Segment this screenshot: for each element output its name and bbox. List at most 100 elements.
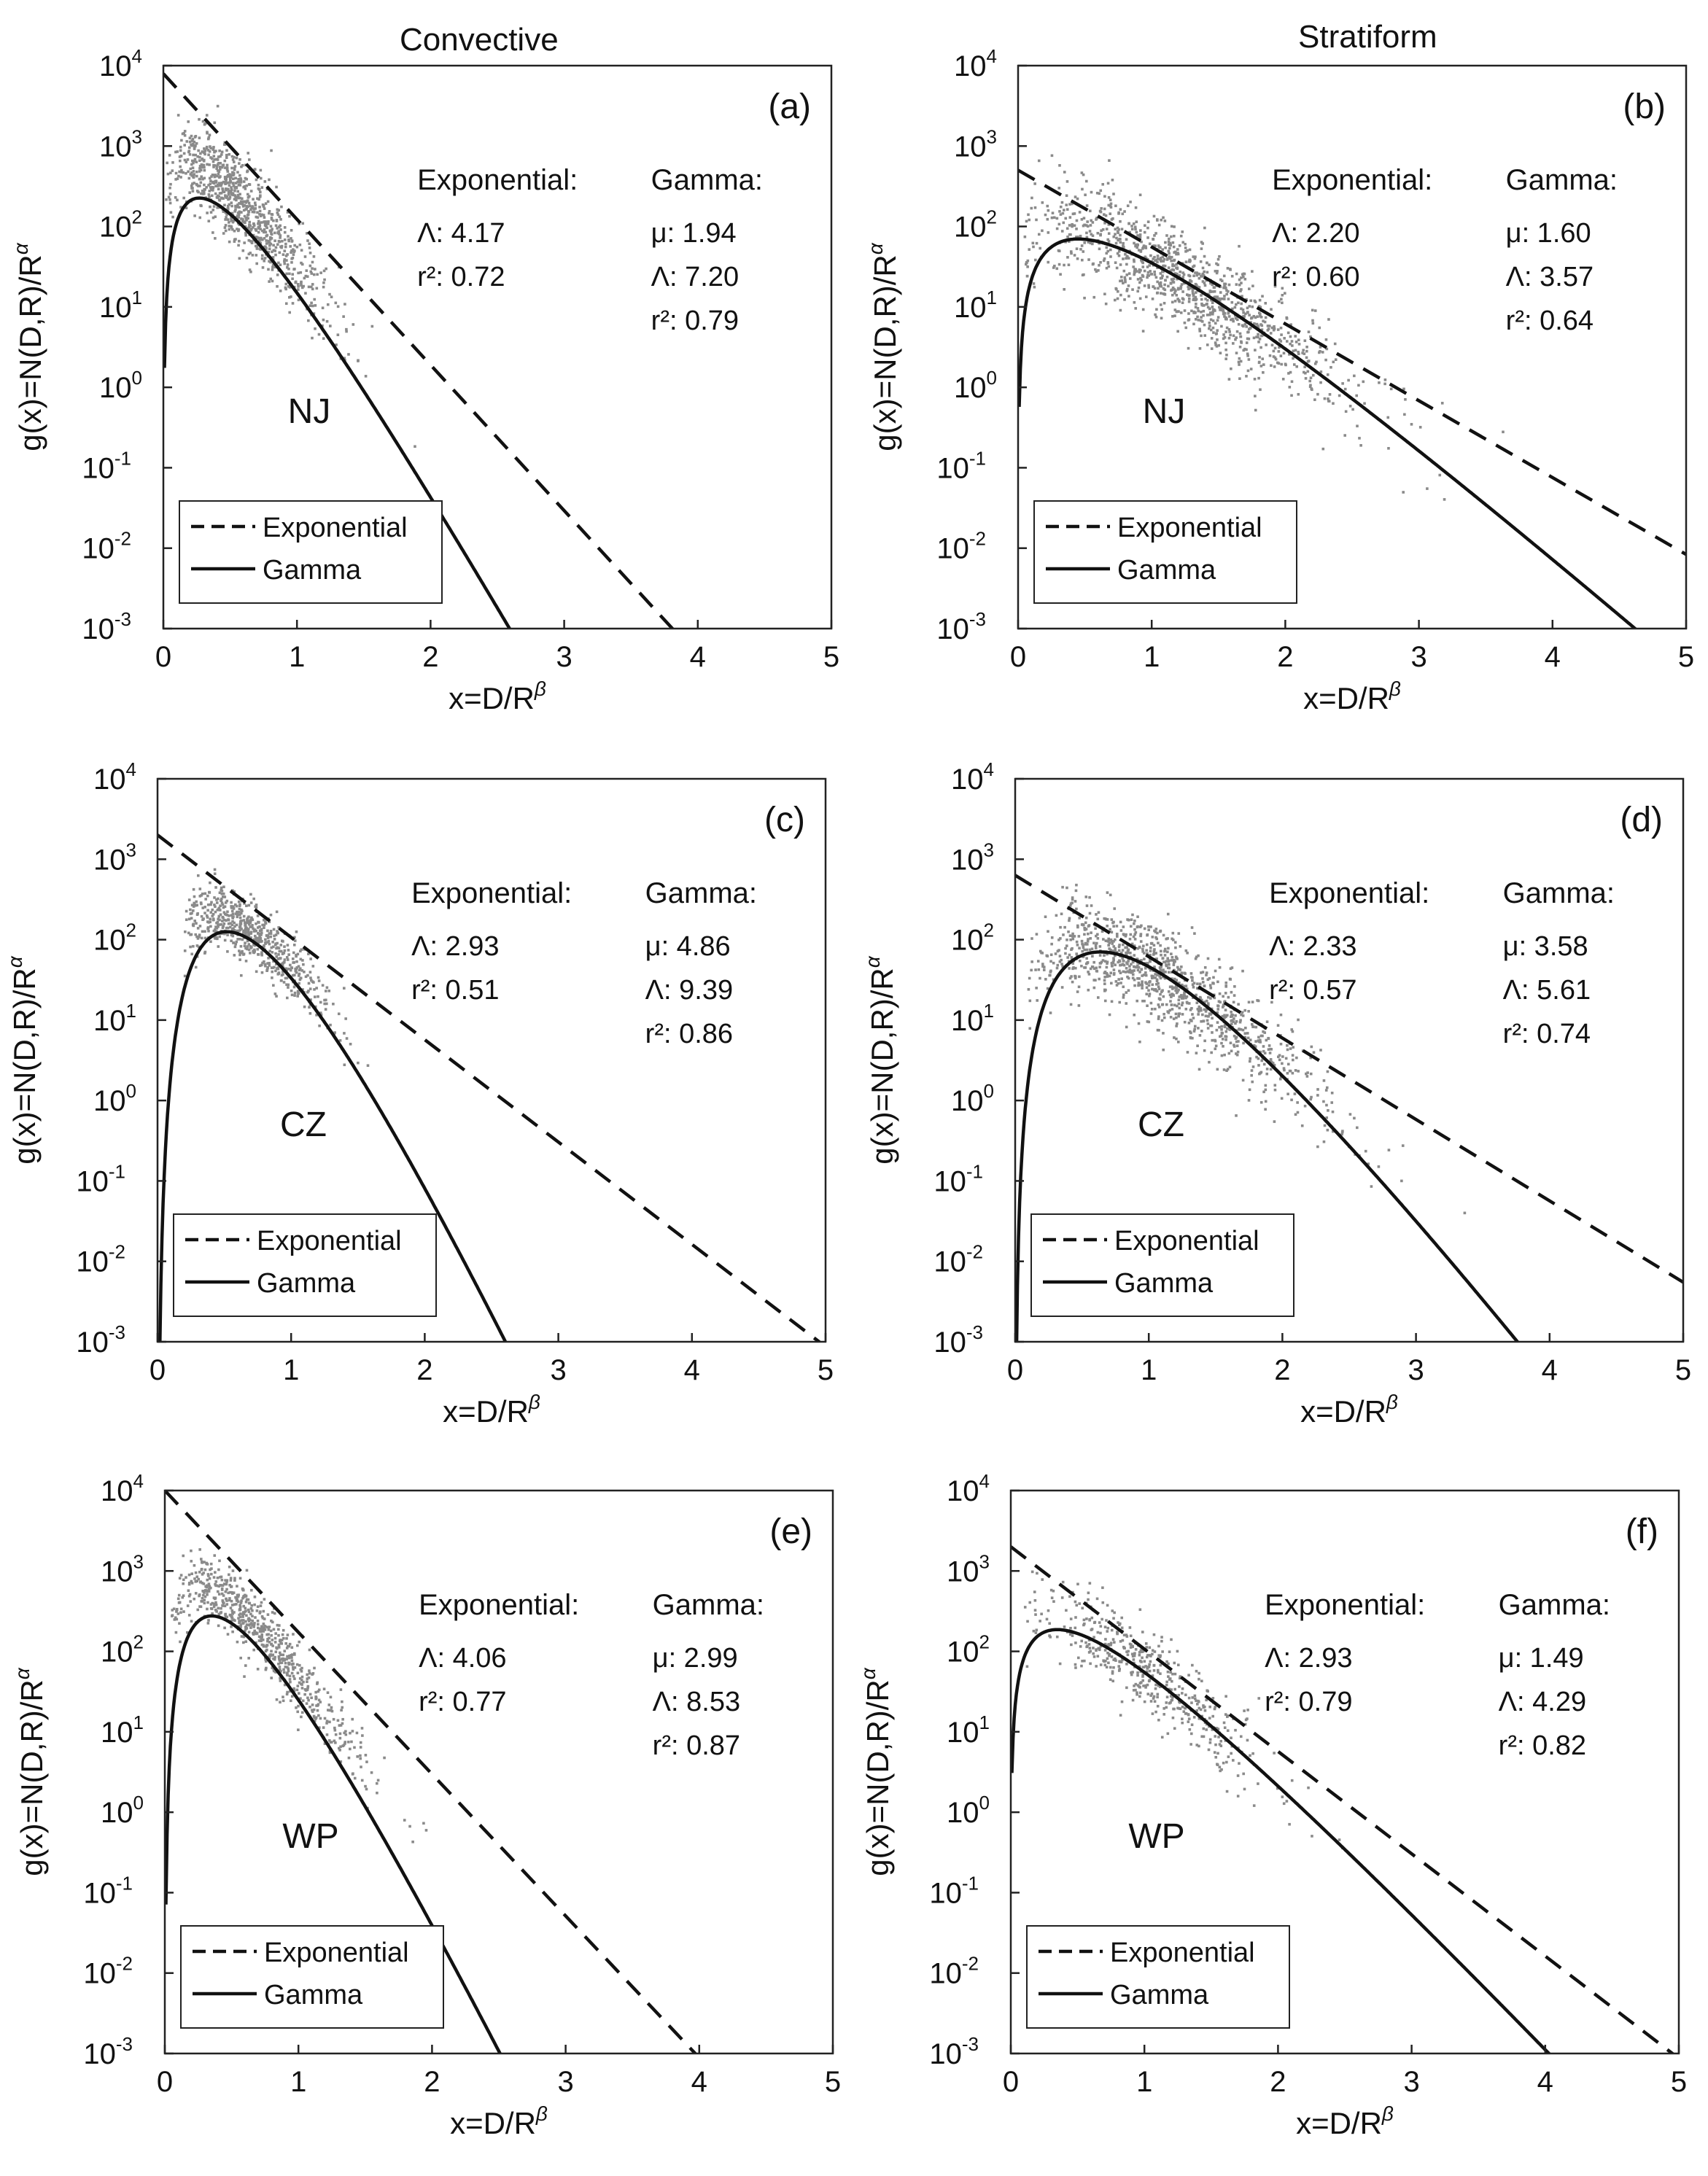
scatter-point: [284, 302, 288, 306]
scatter-point: [201, 120, 205, 123]
scatter-point: [1290, 1779, 1294, 1782]
scatter-point: [1068, 976, 1072, 980]
scatter-point: [1290, 1028, 1294, 1031]
scatter-point: [1078, 975, 1081, 979]
scatter-point: [1159, 257, 1162, 260]
scatter-point: [271, 1620, 274, 1624]
scatter-point: [258, 222, 261, 225]
scatter-point: [188, 191, 192, 194]
scatter-point: [275, 947, 278, 950]
scatter-point: [223, 143, 227, 147]
scatter-point: [1171, 293, 1174, 297]
scatter-point: [1348, 1113, 1352, 1116]
scatter-point: [1232, 1000, 1235, 1004]
scatter-point: [178, 155, 182, 158]
scatter-point: [1071, 962, 1075, 965]
scatter-point: [1144, 246, 1148, 249]
scatter-point: [383, 1756, 386, 1760]
scatter-point: [1262, 363, 1265, 366]
scatter-point: [277, 947, 281, 950]
scatter-point: [1184, 243, 1187, 246]
scatter-point: [1064, 217, 1068, 220]
scatter-point: [235, 186, 238, 190]
exponential-stat: r²: 0.77: [419, 1687, 506, 1717]
scatter-point: [262, 230, 265, 234]
scatter-point: [1105, 252, 1109, 255]
scatter-point: [1117, 949, 1121, 952]
scatter-point: [1119, 276, 1123, 279]
legend-label: Exponential: [1114, 1226, 1259, 1256]
scatter-point: [1034, 258, 1037, 262]
scatter-point: [179, 1640, 182, 1644]
scatter-point: [1306, 1071, 1309, 1074]
scatter-point: [1259, 388, 1262, 392]
y-tick-exponent: -1: [116, 1872, 133, 1894]
scatter-point: [272, 219, 275, 222]
y-axis-label-sup: α: [4, 955, 26, 968]
scatter-point: [1218, 306, 1221, 309]
scatter-point: [307, 285, 311, 289]
scatter-point: [1094, 979, 1097, 982]
scatter-point: [1076, 1656, 1080, 1660]
scatter-point: [1141, 982, 1144, 986]
scatter-point: [256, 947, 260, 951]
scatter-point: [1095, 966, 1098, 970]
scatter-point: [1128, 968, 1132, 971]
scatter-point: [217, 1624, 220, 1628]
scatter-point: [1139, 250, 1143, 253]
scatter-point: [244, 930, 247, 934]
scatter-point: [1070, 957, 1074, 960]
scatter-point: [190, 139, 194, 142]
scatter-point: [276, 284, 279, 288]
scatter-point: [1152, 944, 1156, 947]
scatter-point: [1239, 1027, 1243, 1031]
scatter-point: [171, 1614, 174, 1617]
scatter-point: [1059, 213, 1063, 216]
scatter-point: [1103, 213, 1106, 216]
scatter-point: [1219, 1035, 1222, 1038]
gamma-stat: r²: 0.87: [653, 1730, 740, 1761]
scatter-point: [1155, 979, 1159, 983]
scatter-point: [1117, 238, 1119, 242]
scatter-point: [1224, 316, 1228, 319]
scatter-point: [228, 174, 230, 177]
scatter-point: [1340, 1132, 1343, 1136]
scatter-point: [251, 206, 255, 209]
scatter-point: [1214, 1038, 1216, 1042]
scatter-point: [1060, 912, 1063, 916]
scatter-point: [260, 1601, 263, 1604]
gamma-stats-header: Gamma:: [1506, 164, 1618, 196]
scatter-point: [1208, 313, 1211, 316]
scatter-point: [194, 153, 198, 157]
scatter-point: [233, 229, 236, 233]
y-tick-base: 10: [99, 211, 132, 244]
scatter-point: [1228, 1028, 1232, 1031]
scatter-point: [227, 922, 230, 925]
scatter-point: [1194, 306, 1197, 308]
y-tick-base: 10: [954, 211, 987, 244]
scatter-point: [182, 1610, 185, 1613]
scatter-point: [241, 218, 244, 221]
scatter-point: [1364, 1149, 1367, 1153]
scatter-point: [279, 228, 282, 231]
scatter-point: [244, 1629, 247, 1633]
scatter-point: [1230, 1015, 1233, 1019]
gamma-fit-line: [158, 930, 508, 1342]
panel-b: 0 1 2 3 4 510410310210110010-110-210-3x=D/Rβg…: [864, 45, 1694, 715]
scatter-point: [1179, 234, 1183, 238]
scatter-point: [1149, 925, 1152, 928]
scatter-point: [1097, 269, 1100, 272]
scatter-point: [1144, 1684, 1148, 1687]
scatter-point: [343, 1731, 346, 1735]
scatter-point: [281, 239, 284, 243]
scatter-point: [1200, 298, 1203, 301]
scatter-point: [279, 1661, 282, 1665]
scatter-point: [1192, 310, 1196, 314]
scatter-point: [1159, 976, 1162, 980]
scatter-point: [1125, 946, 1129, 949]
scatter-point: [260, 971, 264, 974]
scatter-point: [1086, 220, 1089, 223]
scatter-point: [188, 153, 192, 156]
scatter-point: [231, 171, 234, 174]
scatter-point: [176, 150, 179, 153]
